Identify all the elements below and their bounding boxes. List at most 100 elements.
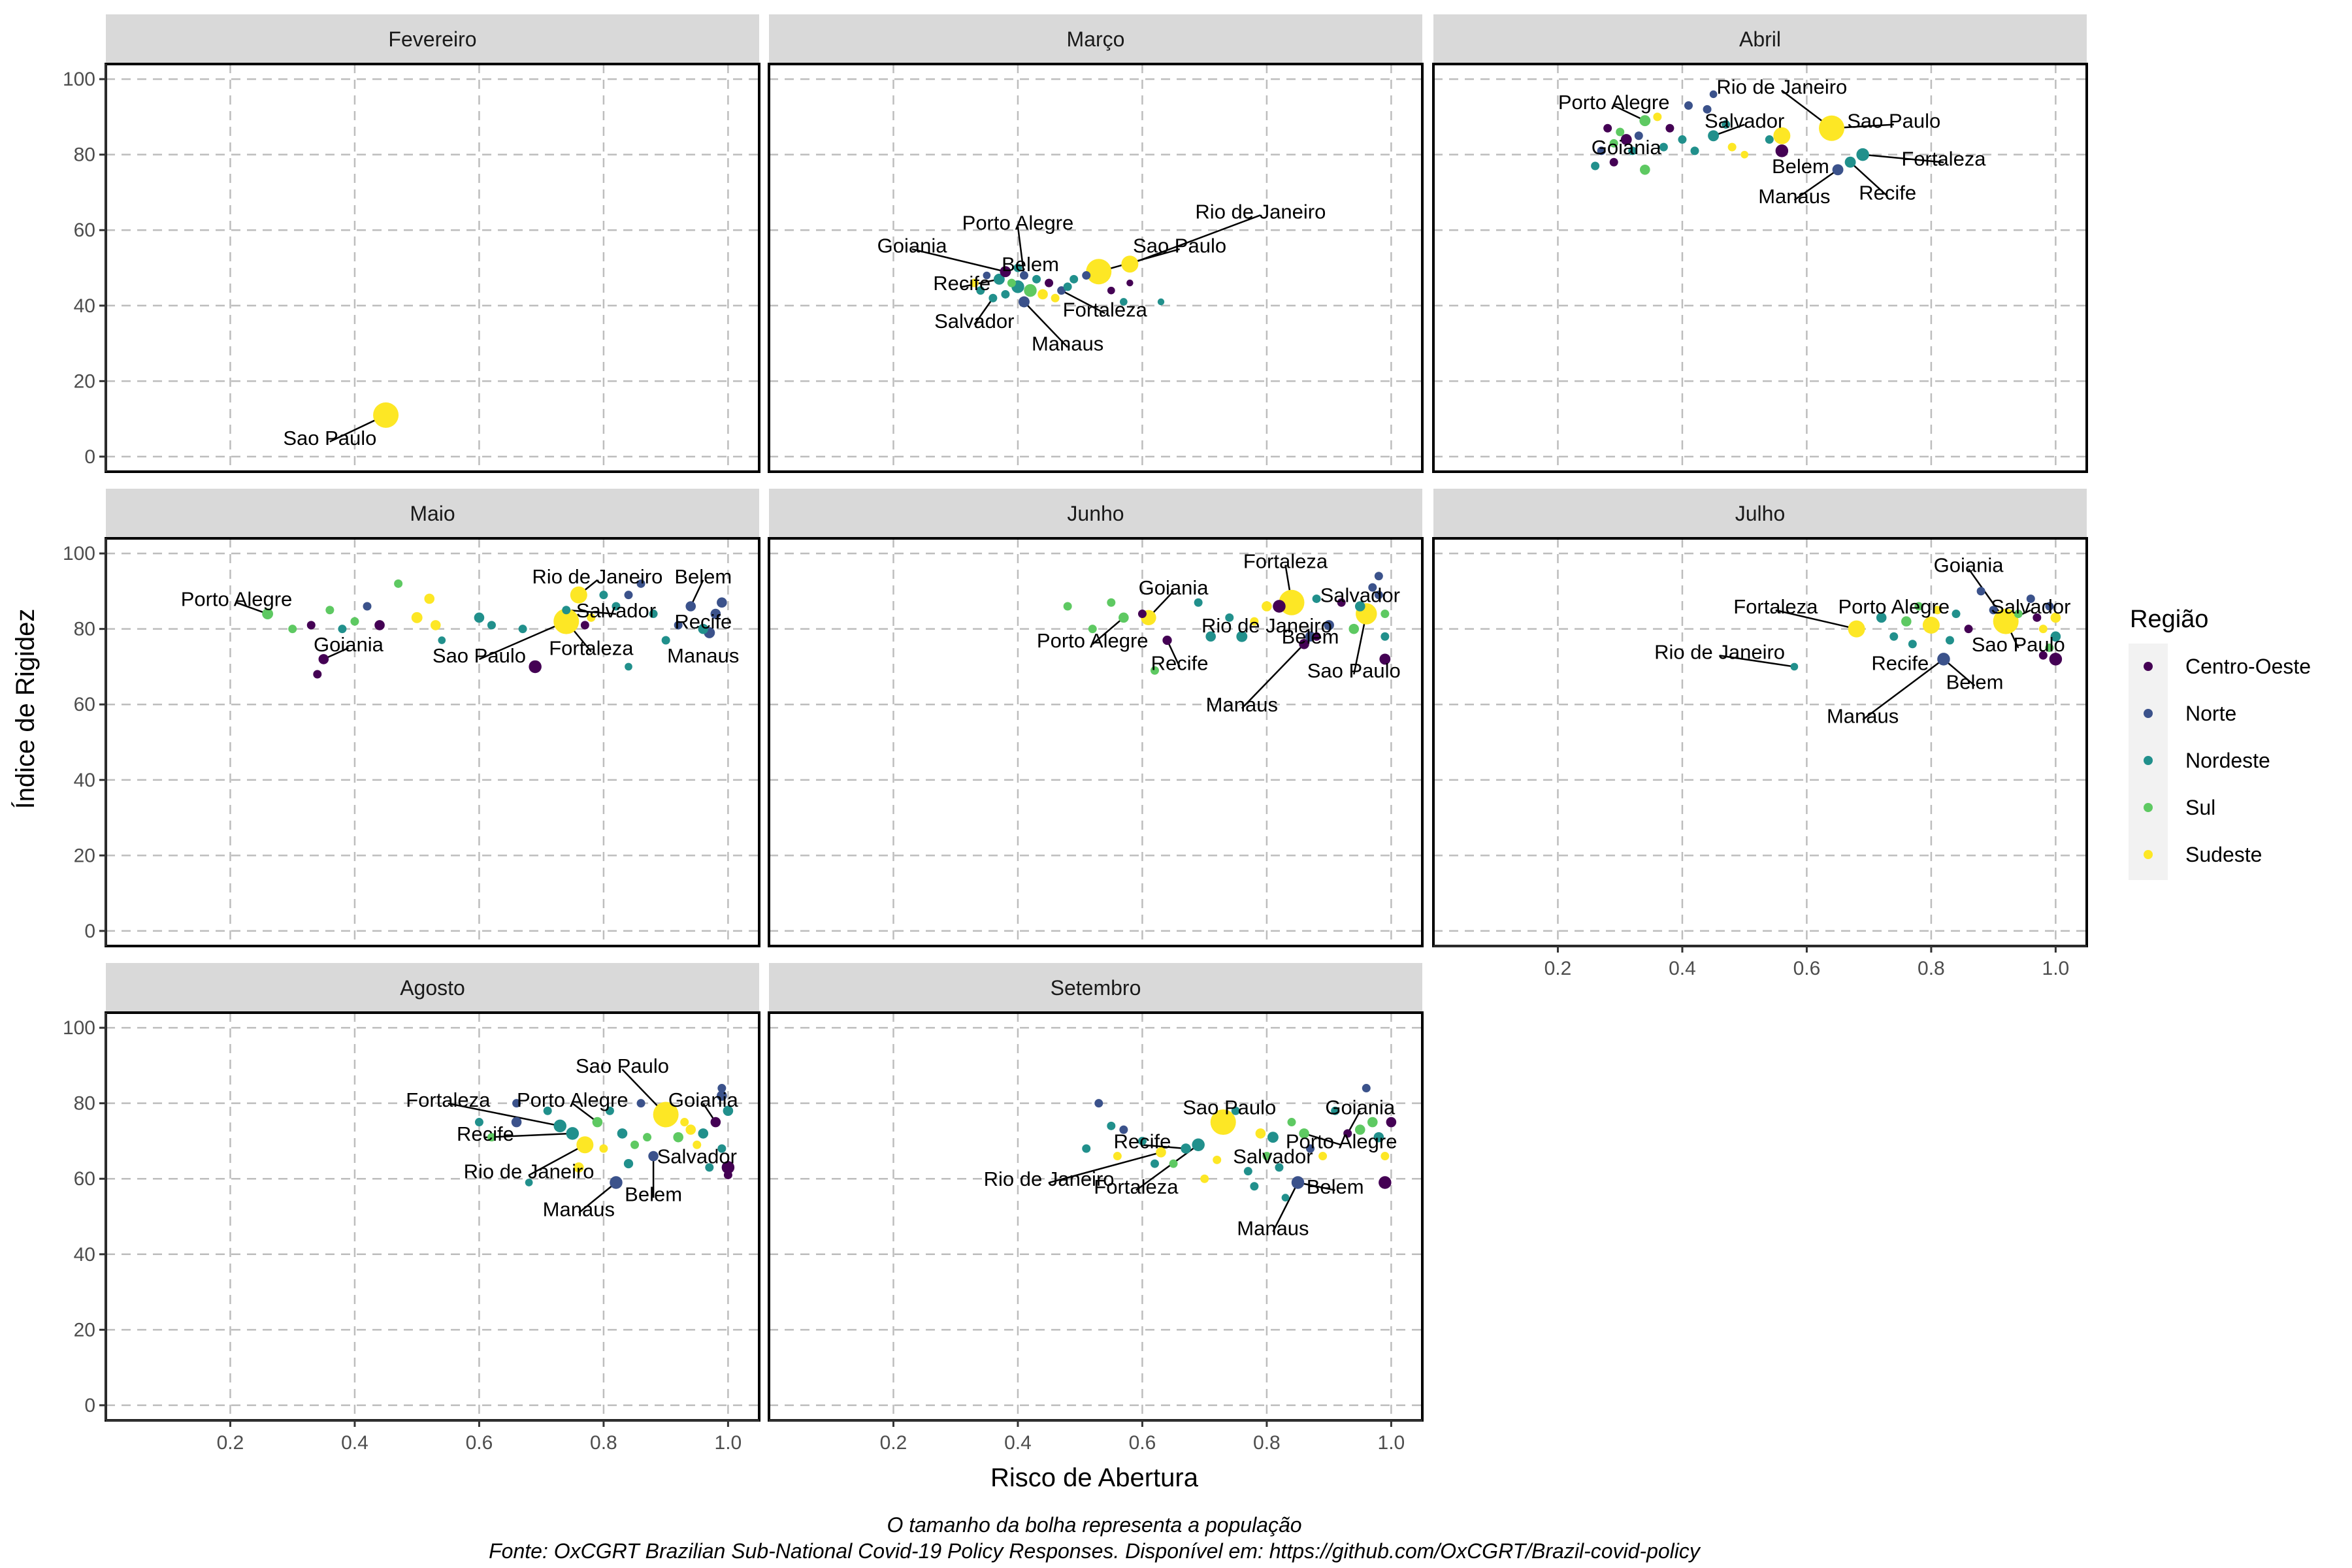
label-leader-line bbox=[911, 248, 1006, 272]
data-point bbox=[693, 1140, 702, 1149]
data-point bbox=[1603, 123, 1612, 133]
data-point bbox=[1225, 613, 1234, 622]
data-point bbox=[1386, 1117, 1397, 1128]
label-leader-line bbox=[529, 1144, 585, 1176]
label-leader-line bbox=[1023, 301, 1069, 348]
facet-title: Fevereiro bbox=[388, 27, 476, 51]
y-tick-label: 100 bbox=[63, 543, 95, 564]
facet-strip bbox=[106, 963, 759, 1013]
city-label: Salvador bbox=[1233, 1145, 1313, 1168]
data-point bbox=[1169, 1159, 1178, 1168]
data-point bbox=[605, 1106, 614, 1115]
data-point bbox=[576, 1136, 594, 1154]
city-label: Porto Alegre bbox=[1286, 1130, 1397, 1152]
label-leader-line bbox=[1863, 154, 1944, 163]
data-point bbox=[1354, 601, 1365, 612]
data-point bbox=[1157, 298, 1165, 306]
city-label: Porto Alegre bbox=[517, 1088, 629, 1111]
city-label: Sao Paulo bbox=[1307, 659, 1401, 682]
city-label: Sao Paulo bbox=[1972, 633, 2065, 656]
data-point bbox=[262, 608, 274, 620]
data-point bbox=[474, 1118, 483, 1127]
city-label: Porto Alegre bbox=[962, 212, 1074, 235]
data-point bbox=[1819, 115, 1845, 141]
facet-panel: Julho Goiania Fortaleza Porto Alegre Salvado… bbox=[1432, 489, 2088, 947]
y-axis-title: Índice de Rigidez bbox=[10, 609, 40, 809]
data-point bbox=[698, 623, 709, 634]
data-point bbox=[1057, 286, 1066, 295]
facet-strip bbox=[769, 14, 1422, 64]
label-leader-line bbox=[1142, 1144, 1186, 1150]
data-point bbox=[1591, 161, 1600, 171]
x-tick-label: 0.6 bbox=[1129, 1432, 1156, 1454]
data-point bbox=[424, 593, 435, 604]
data-point bbox=[1597, 146, 1606, 155]
label-leader-line bbox=[1347, 1110, 1361, 1134]
label-leader-line bbox=[1850, 161, 1889, 197]
data-point bbox=[710, 1117, 721, 1128]
data-point bbox=[580, 621, 589, 630]
data-point bbox=[411, 612, 423, 623]
data-point bbox=[306, 621, 316, 630]
data-point bbox=[487, 621, 496, 630]
label-leader-line bbox=[1943, 658, 1976, 687]
data-point bbox=[1019, 296, 1030, 308]
data-point bbox=[529, 660, 542, 674]
data-point bbox=[970, 278, 979, 287]
data-point bbox=[1070, 274, 1079, 284]
data-point bbox=[1318, 1152, 1328, 1161]
legend-swatch bbox=[2144, 850, 2153, 859]
city-label: Manaus bbox=[1237, 1217, 1309, 1239]
data-point bbox=[1373, 1132, 1384, 1143]
y-tick-label: 0 bbox=[84, 446, 95, 468]
x-tick-label: 0.2 bbox=[880, 1432, 907, 1454]
panel-border bbox=[1432, 63, 2088, 473]
data-point bbox=[1275, 1163, 1284, 1172]
data-point bbox=[394, 579, 403, 588]
city-label: Rio de Janeiro bbox=[532, 565, 662, 588]
city-label: Belem bbox=[1002, 253, 1059, 276]
data-point bbox=[1082, 1144, 1091, 1153]
data-point bbox=[1279, 589, 1305, 615]
data-point bbox=[1993, 608, 2019, 634]
data-point bbox=[511, 1117, 522, 1128]
label-leader-line bbox=[1098, 248, 1180, 272]
y-tick-label: 0 bbox=[84, 921, 95, 942]
city-label: Porto Alegre bbox=[1558, 91, 1670, 114]
panel-border bbox=[768, 537, 1424, 947]
x-axis: 0.2 0.4 0.6 0.8 1.0 bbox=[106, 1419, 759, 1454]
city-label: Recife bbox=[1151, 652, 1209, 675]
data-point bbox=[1665, 123, 1674, 133]
data-point bbox=[1773, 127, 1791, 144]
data-point bbox=[612, 602, 621, 611]
x-tick-label: 1.0 bbox=[715, 1432, 742, 1454]
city-label: Rio de Janeiro bbox=[1201, 614, 1332, 637]
y-tick-label: 20 bbox=[74, 370, 95, 392]
data-point bbox=[674, 621, 683, 630]
data-point bbox=[1273, 600, 1286, 613]
city-label: Porto Alegre bbox=[181, 587, 293, 610]
data-point bbox=[592, 1117, 603, 1128]
data-point bbox=[553, 1119, 566, 1133]
data-point bbox=[1653, 112, 1662, 122]
facet-panel: Junho Fortaleza Goiania Salvador Rio de Jane… bbox=[768, 489, 1424, 947]
data-point bbox=[1236, 630, 1248, 642]
data-point bbox=[1051, 293, 1060, 302]
data-point bbox=[643, 1133, 652, 1142]
data-point bbox=[1740, 150, 1749, 159]
x-tick-label: 0.2 bbox=[217, 1432, 244, 1454]
city-label: Salvador bbox=[1705, 110, 1784, 133]
data-point bbox=[430, 620, 441, 630]
data-point bbox=[1922, 616, 1940, 634]
data-point bbox=[1094, 1099, 1103, 1108]
data-point bbox=[1000, 266, 1011, 278]
panel-background bbox=[769, 1013, 1422, 1420]
city-label: Goiania bbox=[1592, 136, 1662, 159]
data-point bbox=[1107, 598, 1116, 607]
data-point bbox=[1045, 278, 1054, 287]
label-leader-line bbox=[973, 297, 994, 325]
city-label: Recife bbox=[1871, 652, 1929, 675]
data-point bbox=[661, 636, 670, 645]
data-point bbox=[512, 1099, 521, 1108]
